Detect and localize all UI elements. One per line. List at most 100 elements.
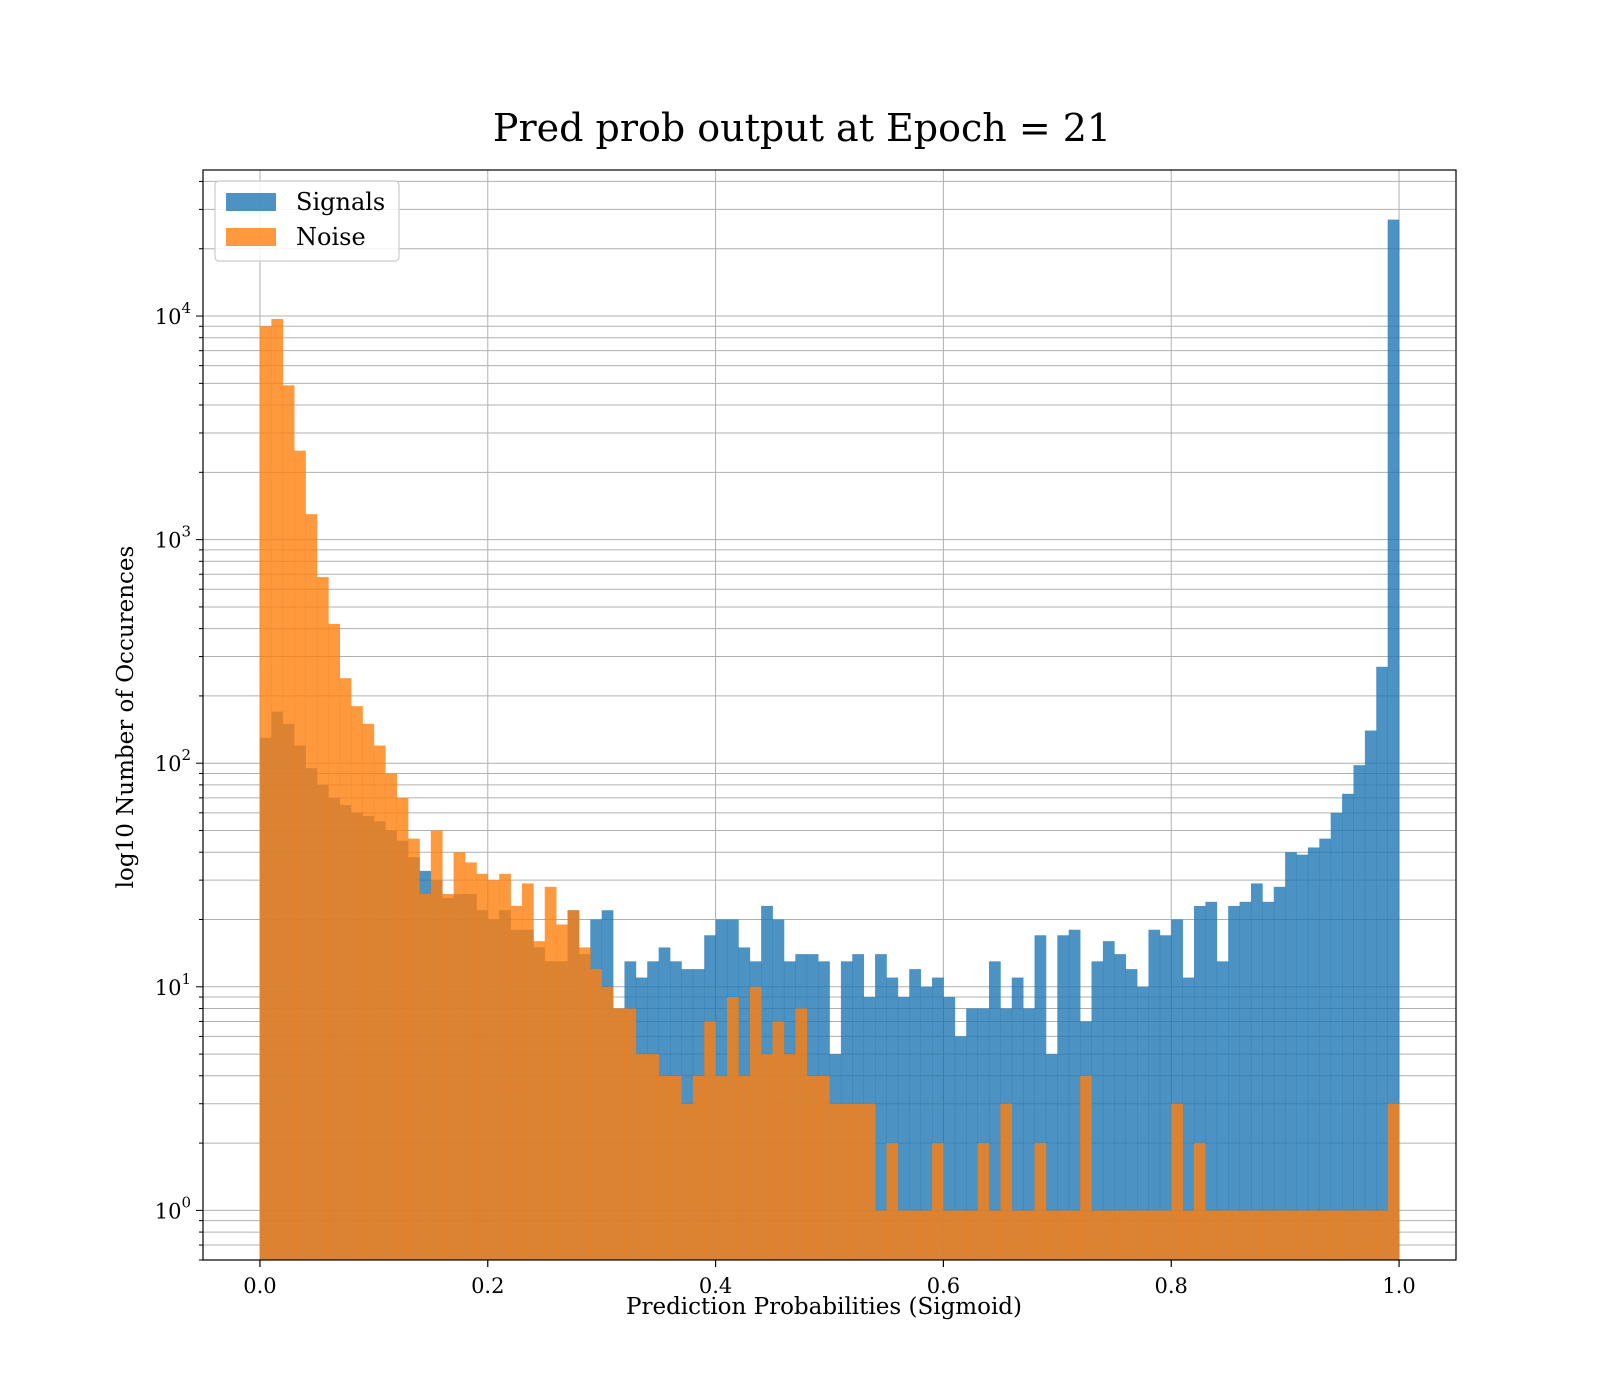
x-tick-label: 0.0 <box>243 1274 276 1298</box>
plot-frame <box>202 169 1457 1261</box>
noise-bar <box>1114 1210 1127 1260</box>
noise-bar <box>1102 1210 1115 1260</box>
noise-bar <box>954 1210 967 1260</box>
signals-bar <box>977 1008 990 1260</box>
noise-bar <box>1182 1210 1195 1260</box>
signals-bar <box>1034 935 1047 1260</box>
signals-bar <box>943 997 956 1260</box>
noise-bar <box>567 910 580 1260</box>
noise-bar <box>840 1103 853 1260</box>
y-tick-label: 101 <box>155 970 191 1000</box>
legend-swatch-signals <box>226 193 276 211</box>
noise-bars <box>259 319 1400 1261</box>
noise-bar <box>385 773 397 1260</box>
signals-bar <box>909 969 921 1260</box>
noise-bar <box>499 873 511 1260</box>
signals-bar <box>1159 935 1172 1260</box>
noise-bar <box>647 1054 659 1260</box>
noise-bar <box>601 986 614 1260</box>
x-tick-label: 1.0 <box>1382 1274 1415 1298</box>
noise-bar <box>943 1210 956 1260</box>
noise-bar <box>533 941 546 1260</box>
signals-bar <box>1273 886 1286 1260</box>
signals-bar <box>1114 954 1127 1260</box>
noise-bar <box>1250 1210 1263 1260</box>
signals-bar <box>988 961 1001 1260</box>
y-tick-label: 102 <box>155 746 191 776</box>
noise-bar <box>1228 1210 1240 1260</box>
signals-bar <box>954 1036 967 1260</box>
y-tick-label: 104 <box>155 299 191 329</box>
noise-bar <box>1034 1143 1047 1260</box>
signals-bar <box>875 954 887 1260</box>
signals-bar <box>1205 901 1218 1260</box>
noise-bar <box>294 450 306 1260</box>
signals-bar <box>1330 812 1343 1260</box>
signals-bar <box>1171 919 1183 1260</box>
noise-bar <box>1011 1210 1024 1260</box>
noise-bar <box>681 1103 694 1260</box>
noise-bar <box>1194 1143 1206 1260</box>
noise-bar <box>453 852 466 1260</box>
noise-bar <box>1000 1103 1013 1260</box>
noise-bar <box>932 1143 944 1260</box>
ticks-layer: 0.0 0.2 0.4 0.6 0.8 1.0 100 101 102 103 104 <box>155 180 1416 1298</box>
noise-bar <box>271 319 284 1260</box>
noise-bar <box>806 1075 819 1260</box>
noise-bar <box>966 1210 978 1260</box>
noise-bar <box>328 623 341 1260</box>
signals-bar <box>966 1008 978 1260</box>
noise-bar <box>590 969 603 1260</box>
noise-bar <box>738 1075 751 1260</box>
x-tick-label: 0.2 <box>471 1274 504 1298</box>
signals-bar <box>1137 986 1149 1260</box>
noise-bar <box>1330 1210 1343 1260</box>
signals-bar <box>1102 941 1115 1260</box>
signals-bar <box>1319 838 1332 1260</box>
noise-bar <box>430 830 443 1260</box>
noise-bar <box>1148 1210 1161 1260</box>
noise-bar <box>795 1008 808 1260</box>
noise-bar <box>1239 1210 1252 1260</box>
noise-bar <box>624 1008 637 1260</box>
noise-bar <box>556 924 568 1260</box>
noise-bar <box>1159 1210 1172 1260</box>
noise-bar <box>351 706 363 1260</box>
noise-bar <box>487 880 500 1260</box>
y-axis-label: log10 Number of Occurences <box>113 546 139 889</box>
noise-bar <box>897 1210 910 1260</box>
noise-bar <box>670 1075 682 1260</box>
signals-bar <box>1342 793 1354 1260</box>
noise-bar <box>715 1075 728 1260</box>
x-tick-label: 0.6 <box>927 1274 960 1298</box>
noise-bar <box>1057 1210 1070 1260</box>
noise-bar <box>1125 1210 1138 1260</box>
noise-bar <box>476 873 489 1260</box>
signals-bar <box>1364 730 1377 1260</box>
noise-bar <box>544 886 557 1260</box>
noise-bar <box>920 1210 933 1260</box>
noise-bar <box>578 947 591 1260</box>
noise-bar <box>510 905 523 1260</box>
signals-bar <box>897 997 910 1260</box>
y-tick-label: 103 <box>155 523 191 553</box>
x-tick-label: 0.4 <box>699 1274 732 1298</box>
signals-bar <box>1057 935 1070 1260</box>
signals-bar <box>1353 765 1366 1260</box>
noise-bar <box>1364 1210 1377 1260</box>
legend-swatch-noise <box>226 228 276 246</box>
noise-bar <box>1319 1210 1332 1260</box>
noise-bar <box>316 577 329 1260</box>
signals-bar <box>920 986 933 1260</box>
noise-bar <box>1262 1210 1275 1260</box>
noise-bar <box>1273 1210 1286 1260</box>
noise-bar <box>1216 1210 1229 1260</box>
signals-bar <box>1239 901 1252 1260</box>
noise-bar <box>305 514 318 1260</box>
noise-bar <box>863 1103 876 1260</box>
y-tick-label: 100 <box>155 1193 191 1223</box>
noise-bar <box>1342 1210 1354 1260</box>
noise-bar <box>726 997 739 1260</box>
noise-bar <box>1171 1103 1183 1260</box>
signals-bar <box>1262 901 1275 1260</box>
